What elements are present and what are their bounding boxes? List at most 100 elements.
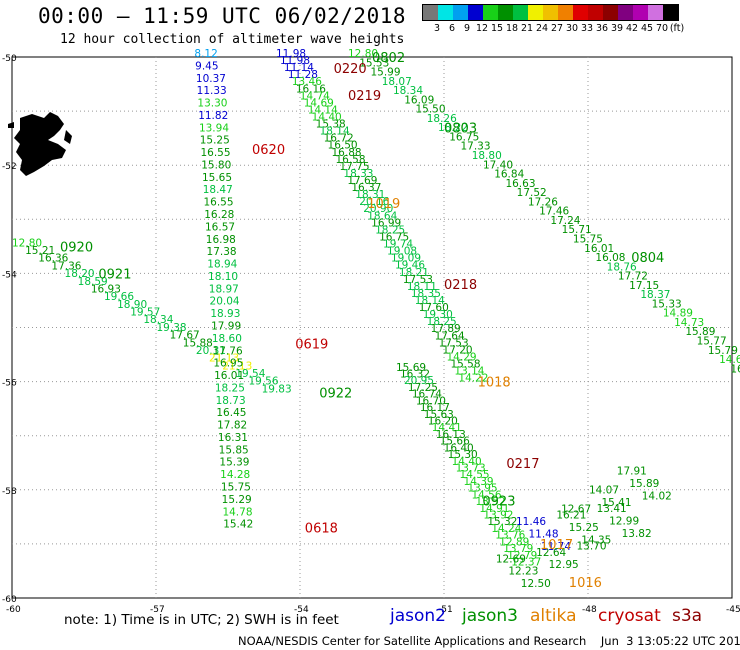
wave-value: 19.30 (423, 309, 453, 321)
wave-value: 16.93 (91, 283, 121, 295)
wave-value: 15.58 (450, 358, 480, 370)
credit-line: NOAA/NESDIS Center for Satellite Applica… (238, 634, 740, 648)
legend-swatch (468, 5, 483, 20)
wave-value: 18.97 (209, 283, 239, 295)
legend-label: 33 (580, 23, 594, 34)
wave-value: 14.55 (460, 469, 490, 481)
wave-value: 16.40 (444, 442, 474, 454)
legend-label: 27 (550, 23, 564, 34)
wave-value: 14.35 (581, 534, 611, 546)
track-time-label: 0921 (98, 267, 131, 282)
legend-label: 15 (490, 23, 504, 34)
wave-value: 17.82 (217, 420, 247, 432)
legend-swatch (513, 5, 528, 20)
legend-swatch (633, 5, 648, 20)
wave-value: 18.80 (472, 150, 502, 162)
wave-value: 12.79 (507, 550, 537, 562)
wave-value: 15.79 (708, 345, 738, 357)
wave-value: 12.69 (496, 553, 526, 565)
wave-value: 16.01 (214, 370, 244, 382)
legend-label: 6 (448, 23, 456, 34)
lat-tick-label: -52 (2, 162, 17, 172)
wave-value: 17.24 (550, 215, 580, 227)
wave-value: 16.98 (206, 234, 236, 246)
wave-value: 19.09 (391, 253, 421, 265)
satellite-label: jason3 (462, 606, 518, 626)
wave-value: 17.40 (483, 159, 513, 171)
wave-value: 18.33 (343, 168, 373, 180)
wave-value: 19.66 (104, 291, 134, 303)
wave-value: 13.30 (197, 98, 227, 110)
legend-swatch (528, 5, 543, 20)
wave-value: 16.20 (428, 416, 458, 428)
wave-value: 14.74 (300, 90, 330, 102)
wave-value: 13.52 (475, 496, 505, 508)
legend-label: 39 (610, 23, 624, 34)
map-grid (11, 56, 733, 599)
wave-value: 15.75 (573, 233, 603, 245)
wave-value: 12.89 (499, 536, 529, 548)
track-labels: 0802 0920 0921 0922 0923 0803 0804 0620 0619 0618… (60, 51, 664, 591)
wave-value: 16.32 (400, 368, 430, 380)
wave-value: 16.99 (371, 217, 401, 229)
legend-label: 18 (505, 23, 519, 34)
wave-value: 16.31 (218, 432, 248, 444)
falkland-islands-landmass (8, 112, 72, 176)
wave-value: 19.08 (387, 246, 417, 258)
wave-value: 19.57 (130, 307, 160, 319)
legend-swatches (422, 4, 679, 21)
wave-value: 18.11 (407, 281, 437, 293)
track-time-label: 0220 (334, 62, 367, 77)
wave-value: 20.90 (363, 203, 393, 215)
wave-value: 17.75 (339, 161, 369, 173)
wave-value: 11.14 (284, 62, 314, 74)
wave-value: 16.45 (216, 407, 246, 419)
wave-value: 12.50 (521, 578, 551, 590)
wave-value: 15.85 (219, 444, 249, 456)
track-time-label: 1017 (540, 538, 573, 553)
wave-value: 16.70 (416, 395, 446, 407)
wave-value: 12.64 (536, 547, 566, 559)
wave-value: 16.55 (203, 197, 233, 209)
track-time-label: 1019 (367, 197, 400, 212)
legend-label: (ft) (669, 23, 685, 34)
wave-value: 17.15 (629, 280, 659, 292)
wave-value: 17.53 (439, 337, 469, 349)
wave-value: 14.89 (663, 308, 693, 320)
wave-value: 17.46 (539, 206, 569, 218)
wave-value: 14.41 (432, 422, 462, 434)
axis-labels: -50 -52 -54 -56 -58 -60-60 -57 -54 -51 -48 -45 (2, 54, 740, 615)
legend-label: 70 (655, 23, 669, 34)
color-legend: 3 6 9 12 15 18 21 24 27 30 33 36 39 42 45 70 (ft) (422, 4, 684, 35)
wave-value: 18.07 (382, 76, 412, 88)
legend-label: 42 (625, 23, 639, 34)
wave-value: 14.40 (312, 112, 342, 124)
wave-value: 18.73 (216, 395, 246, 407)
wave-value: 14.29 (447, 351, 477, 363)
lat-tick-label: -60 (2, 595, 17, 605)
wave-value: 18.22 (438, 122, 468, 134)
wave-value: 15.21 (25, 245, 55, 257)
wave-value: 18.64 (367, 210, 397, 222)
track-time-label: 0218 (444, 278, 477, 293)
track-time-label: 1018 (478, 376, 511, 391)
wave-value: 11.28 (288, 69, 318, 81)
wave-value: 16.95 (213, 358, 243, 370)
satellite-label: cryosat (598, 606, 661, 626)
wave-value: 14.56 (471, 489, 501, 501)
wave-value: 17.67 (170, 330, 200, 342)
track-time-label: 0217 (506, 457, 539, 472)
wave-value: 15.38 (316, 119, 346, 131)
wave-value: 14.78 (222, 506, 252, 518)
wave-value: 18.47 (203, 184, 233, 196)
legend-swatch (573, 5, 588, 20)
wave-value: 13.79 (503, 543, 533, 555)
wave-value: 15.63 (424, 409, 454, 421)
wave-value: 13.76 (495, 530, 525, 542)
wave-value: 19.38 (157, 322, 187, 334)
wave-value: 11.74 (541, 541, 571, 553)
wave-value: 16.16 (296, 83, 326, 95)
lat-tick-label: -58 (2, 487, 17, 497)
wave-value: 18.10 (208, 271, 238, 283)
